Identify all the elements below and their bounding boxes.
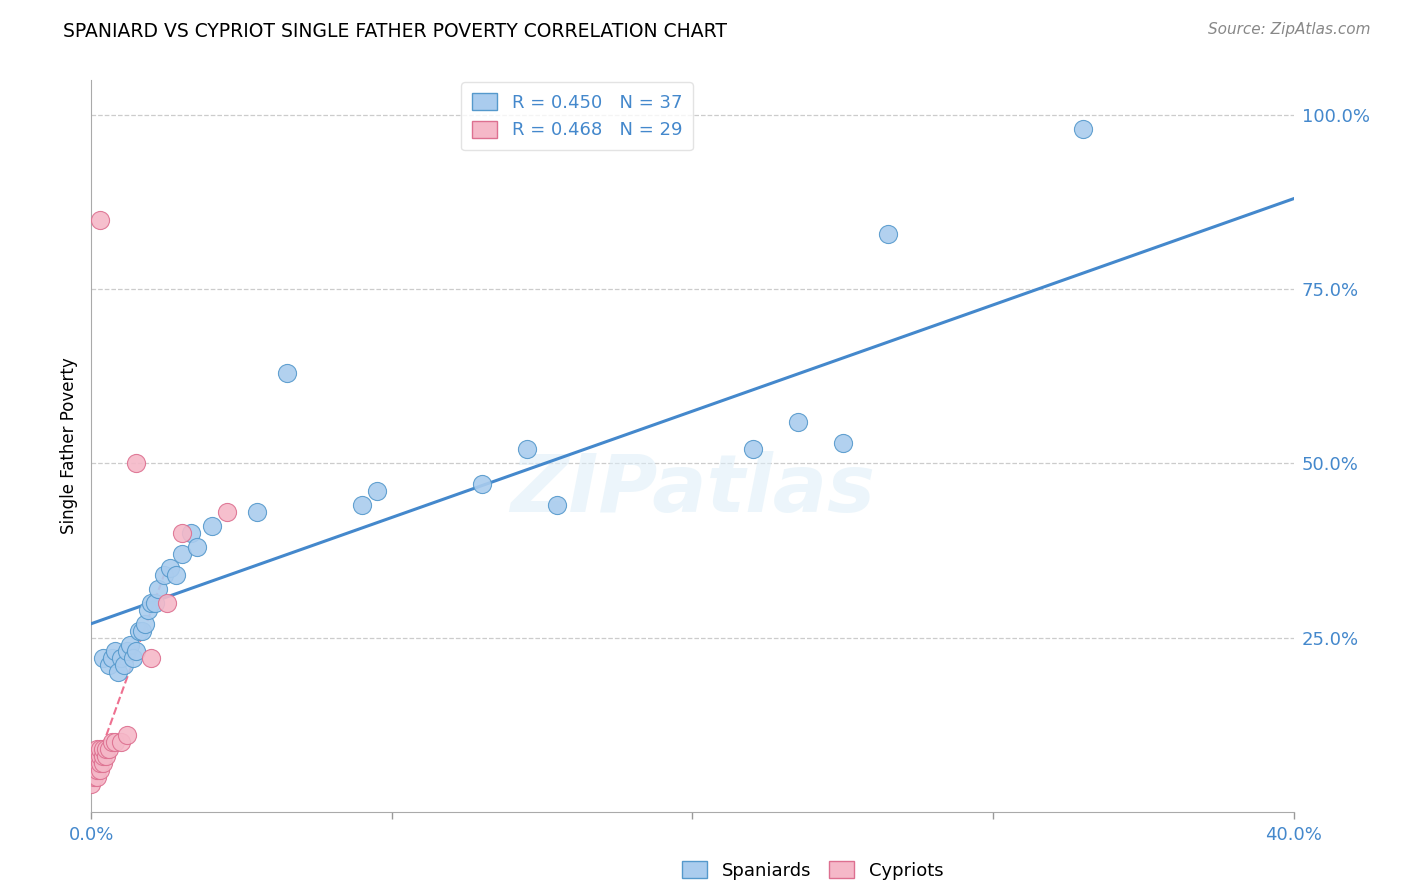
Point	[516, 442, 538, 457]
Point	[114, 658, 136, 673]
Point	[89, 756, 111, 770]
Point	[146, 582, 169, 596]
Point	[89, 763, 111, 777]
Point	[155, 596, 177, 610]
Point	[125, 457, 148, 471]
Text: ZIPatlas: ZIPatlas	[510, 450, 875, 529]
Point	[143, 596, 166, 610]
Point	[80, 777, 103, 791]
Point	[201, 519, 224, 533]
Y-axis label: Single Father Poverty: Single Father Poverty	[59, 358, 77, 534]
Point	[86, 770, 108, 784]
Point	[96, 742, 118, 756]
Point	[1071, 122, 1094, 136]
Point	[471, 477, 494, 491]
Point	[83, 763, 105, 777]
Point	[741, 442, 763, 457]
Point	[276, 366, 298, 380]
Point	[350, 498, 373, 512]
Point	[89, 212, 111, 227]
Legend: Spaniards, Cypriots: Spaniards, Cypriots	[675, 854, 950, 887]
Point	[104, 735, 127, 749]
Point	[107, 665, 129, 680]
Point	[83, 770, 105, 784]
Point	[86, 749, 108, 764]
Point	[96, 749, 118, 764]
Point	[141, 596, 163, 610]
Point	[170, 547, 193, 561]
Point	[546, 498, 568, 512]
Point	[110, 651, 132, 665]
Point	[152, 567, 174, 582]
Point	[86, 742, 108, 756]
Point	[170, 526, 193, 541]
Text: Source: ZipAtlas.com: Source: ZipAtlas.com	[1208, 22, 1371, 37]
Point	[159, 561, 181, 575]
Point	[831, 435, 853, 450]
Point	[89, 749, 111, 764]
Point	[93, 756, 115, 770]
Point	[98, 742, 121, 756]
Point	[138, 603, 160, 617]
Point	[83, 756, 105, 770]
Text: SPANIARD VS CYPRIOT SINGLE FATHER POVERTY CORRELATION CHART: SPANIARD VS CYPRIOT SINGLE FATHER POVERT…	[63, 22, 727, 41]
Point	[110, 735, 132, 749]
Point	[125, 644, 148, 658]
Point	[366, 484, 388, 499]
Point	[86, 756, 108, 770]
Point	[104, 644, 127, 658]
Point	[128, 624, 150, 638]
Point	[165, 567, 187, 582]
Point	[180, 526, 202, 541]
Point	[93, 749, 115, 764]
Point	[98, 658, 121, 673]
Point	[101, 735, 124, 749]
Point	[120, 638, 142, 652]
Point	[86, 763, 108, 777]
Point	[89, 742, 111, 756]
Point	[93, 651, 115, 665]
Point	[101, 651, 124, 665]
Point	[93, 742, 115, 756]
Point	[131, 624, 153, 638]
Point	[134, 616, 156, 631]
Point	[786, 415, 808, 429]
Point	[122, 651, 145, 665]
Point	[876, 227, 898, 241]
Point	[117, 728, 139, 742]
Point	[117, 644, 139, 658]
Point	[186, 540, 208, 554]
Point	[215, 505, 238, 519]
Point	[246, 505, 269, 519]
Point	[141, 651, 163, 665]
